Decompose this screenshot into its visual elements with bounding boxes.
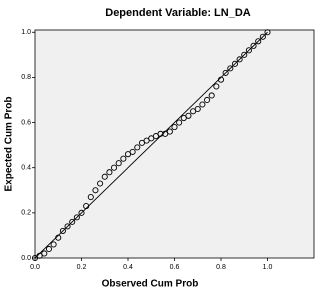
point — [255, 38, 262, 45]
point — [64, 223, 71, 230]
point — [115, 160, 122, 167]
chart-title: Dependent Variable: LN_DA — [105, 7, 251, 19]
x-tick-label: 0.4 — [123, 264, 133, 271]
point — [236, 56, 243, 63]
x-axis-title: Observed Cum Prob — [102, 279, 199, 290]
point — [87, 193, 94, 201]
x-tick-label: 0.0 — [30, 264, 40, 271]
point — [245, 47, 252, 54]
y-tick-label: 0.0 — [21, 255, 31, 262]
point — [83, 203, 90, 210]
y-tick-label: 0.2 — [21, 210, 31, 217]
y-axis-title: Expected Cum Prob — [4, 96, 15, 191]
point — [166, 128, 173, 135]
point — [250, 42, 257, 49]
point — [134, 144, 141, 151]
point — [264, 29, 271, 36]
point — [41, 250, 48, 257]
x-tick-label: 1.0 — [263, 264, 273, 271]
y-tick-label: 0.4 — [21, 165, 31, 172]
point — [120, 155, 127, 162]
point — [59, 227, 66, 234]
point — [199, 101, 206, 108]
point — [203, 96, 211, 104]
plot-area — [34, 29, 315, 259]
point — [171, 124, 178, 131]
y-tick-label: 0.8 — [21, 74, 31, 81]
y-tick-label: 0.6 — [21, 119, 31, 126]
point — [227, 65, 234, 72]
point — [50, 241, 57, 248]
point — [101, 173, 108, 180]
point — [97, 180, 104, 187]
point — [45, 245, 53, 253]
point — [217, 76, 225, 83]
point — [208, 92, 215, 99]
point — [92, 187, 99, 194]
point — [213, 83, 220, 90]
point — [55, 234, 62, 241]
point — [157, 130, 164, 137]
point — [111, 164, 118, 171]
x-tick-label: 0.8 — [216, 264, 226, 271]
point — [185, 112, 192, 119]
x-tick-label: 0.2 — [77, 264, 87, 271]
y-tick-label: 1.0 — [21, 29, 31, 36]
x-tick-label: 0.6 — [170, 264, 180, 271]
point — [222, 69, 229, 76]
point — [129, 148, 136, 155]
point — [176, 119, 183, 126]
reference-line — [34, 31, 268, 259]
point — [78, 209, 85, 216]
point — [106, 169, 113, 176]
point — [194, 105, 201, 113]
point — [231, 60, 238, 67]
point — [73, 214, 80, 221]
point — [259, 33, 266, 40]
point — [69, 218, 76, 225]
point — [241, 51, 248, 58]
